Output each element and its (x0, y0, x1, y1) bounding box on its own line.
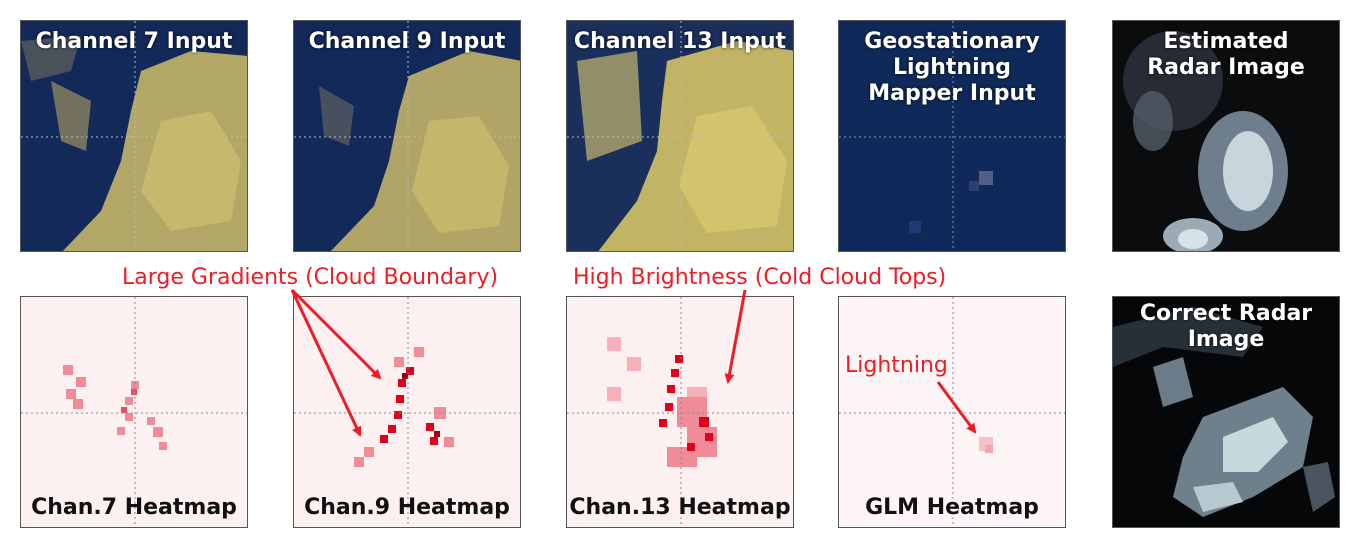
channel-9-heatmap-panel: Chan.9 Heatmap (293, 296, 521, 528)
estimated-radar-title: Estimated Radar Image (1147, 29, 1305, 80)
channel-7-heatmap-title: Chan.7 Heatmap (31, 495, 237, 520)
glm-input-image (839, 21, 1065, 251)
glm-heatmap-image (839, 297, 1065, 527)
correct-radar-panel: Correct Radar Image (1112, 296, 1340, 528)
channel-9-input-panel: Channel 9 Input (293, 20, 521, 252)
channel-9-input-image (294, 21, 520, 251)
correct-radar-image (1113, 297, 1339, 527)
channel-7-input-panel: Channel 7 Input (20, 20, 248, 252)
channel-9-heatmap-title: Chan.9 Heatmap (304, 495, 510, 520)
lightning-annotation: Lightning (845, 353, 948, 378)
channel-7-input-title: Channel 7 Input (35, 29, 233, 54)
channel-13-input-panel: Channel 13 Input (566, 20, 794, 252)
glm-input-panel: Geostationary Lightning Mapper Input (838, 20, 1066, 252)
correct-radar-title: Correct Radar Image (1139, 301, 1313, 352)
glm-heatmap-panel: Lightning GLM Heatmap (838, 296, 1066, 528)
channel-9-input-title: Channel 9 Input (308, 29, 506, 54)
channel-9-heatmap-image (294, 297, 520, 527)
channel-13-heatmap-image (567, 297, 793, 527)
glm-heatmap-title: GLM Heatmap (865, 495, 1039, 520)
channel-13-heatmap-title: Chan.13 Heatmap (569, 495, 791, 520)
gradients-annotation: Large Gradients (Cloud Boundary) (122, 265, 499, 290)
estimated-radar-image (1113, 21, 1339, 251)
channel-7-input-image (21, 21, 247, 251)
brightness-annotation: High Brightness (Cold Cloud Tops) (573, 265, 947, 290)
estimated-radar-panel: Estimated Radar Image (1112, 20, 1340, 252)
channel-7-heatmap-panel: Chan.7 Heatmap (20, 296, 248, 528)
channel-13-input-title: Channel 13 Input (573, 29, 787, 54)
channel-13-input-image (567, 21, 793, 251)
channel-13-heatmap-panel: Chan.13 Heatmap (566, 296, 794, 528)
channel-7-heatmap-image (21, 297, 247, 527)
glm-input-title: Geostationary Lightning Mapper Input (864, 29, 1040, 106)
